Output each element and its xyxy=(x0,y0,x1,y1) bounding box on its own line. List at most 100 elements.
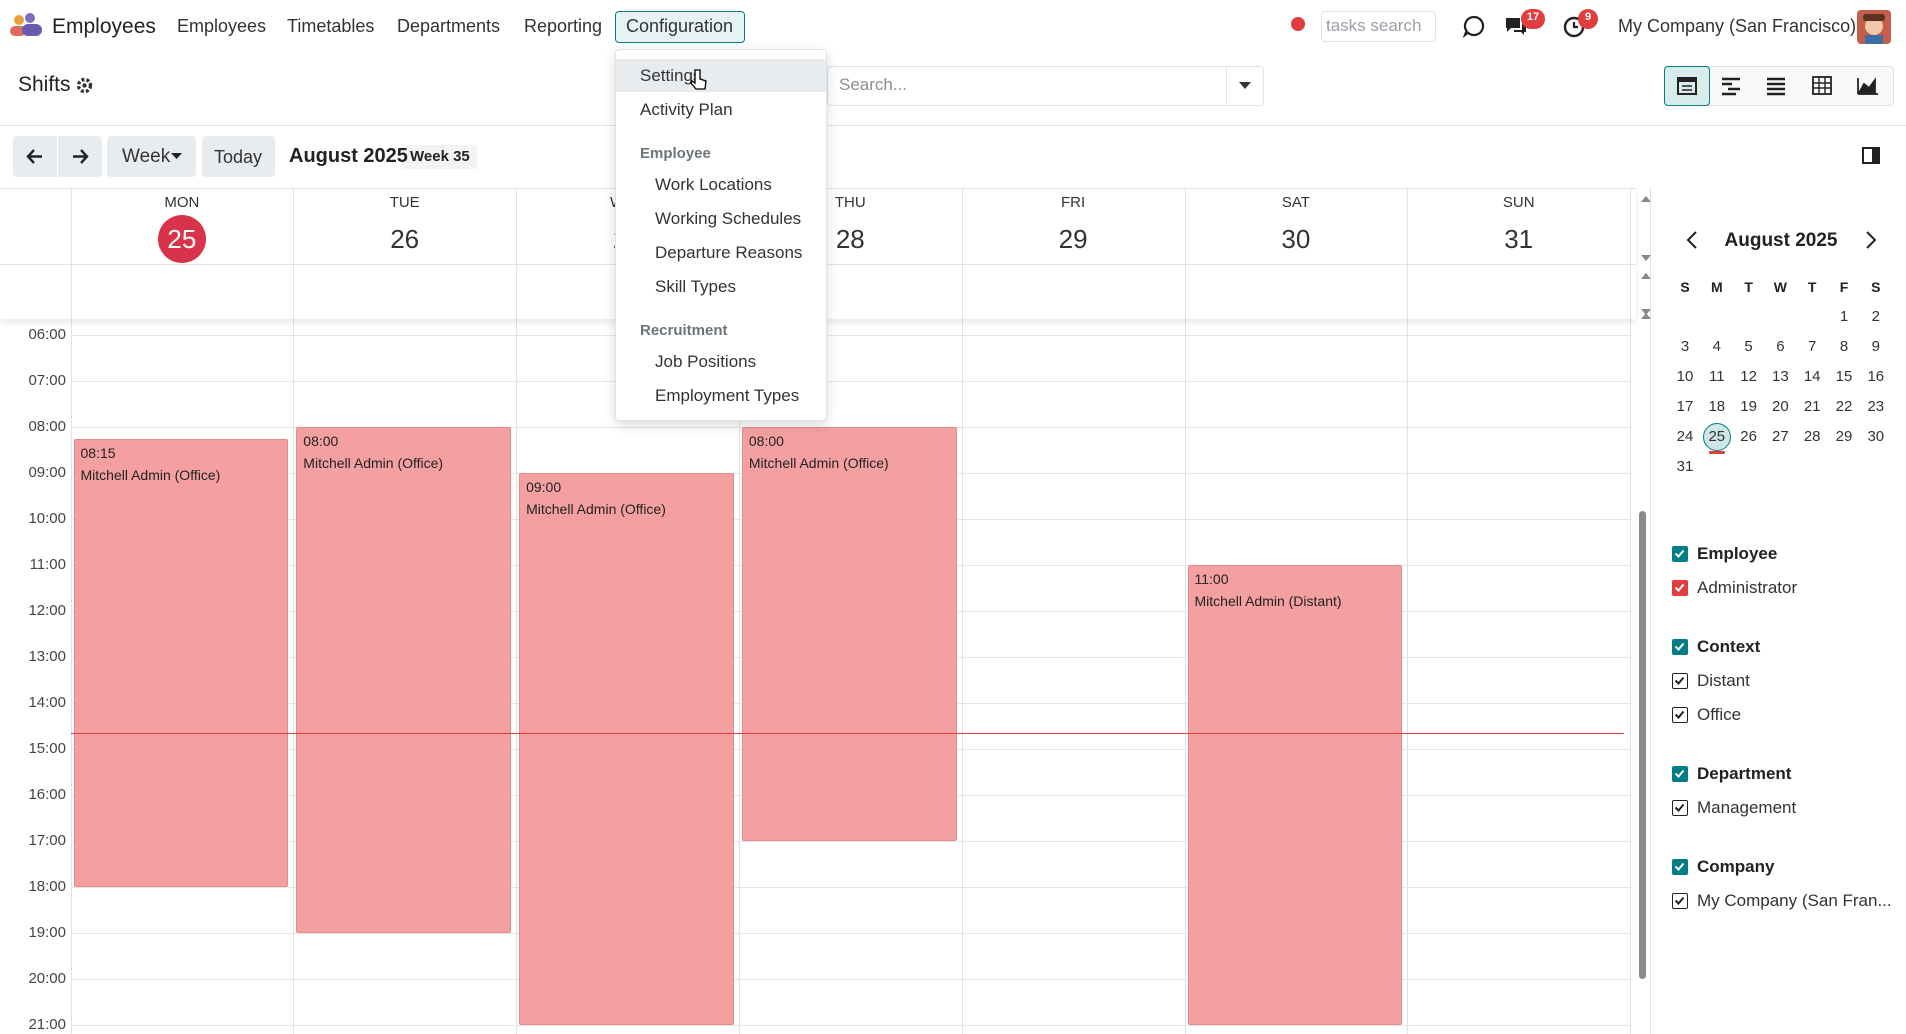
company-name[interactable]: My Company (San Francisco) xyxy=(1618,16,1857,36)
checkbox[interactable] xyxy=(1672,673,1688,689)
view-calendar-button[interactable] xyxy=(1664,66,1710,106)
mini-day[interactable]: 13 xyxy=(1772,367,1789,385)
today-label[interactable]: Today xyxy=(213,147,263,167)
day-number[interactable]: 31 xyxy=(1504,224,1534,254)
mini-day[interactable]: 6 xyxy=(1776,337,1785,355)
mini-day[interactable]: 18 xyxy=(1708,397,1726,415)
view-pivot-button[interactable] xyxy=(1800,66,1844,104)
day-number[interactable]: 26 xyxy=(390,224,420,254)
menu-item[interactable]: Employees xyxy=(177,16,267,36)
day-number[interactable]: 25 xyxy=(167,224,197,254)
mini-day[interactable]: 22 xyxy=(1835,397,1853,415)
tasks-search-box[interactable] xyxy=(1321,11,1436,42)
mini-day[interactable]: 19 xyxy=(1740,397,1757,415)
mini-day[interactable]: 23 xyxy=(1867,397,1885,415)
menu-entry[interactable]: Working Schedules xyxy=(655,209,802,228)
mini-day[interactable]: 15 xyxy=(1835,367,1853,385)
mini-prev[interactable] xyxy=(1684,230,1700,250)
shift-event[interactable]: 09:00 Mitchell Admin (Office) xyxy=(519,473,734,1026)
control-panel-border xyxy=(0,125,1906,126)
event-time: 08:00 xyxy=(748,433,784,450)
mini-day[interactable]: 28 xyxy=(1803,427,1821,445)
mini-day[interactable]: 20 xyxy=(1772,397,1789,415)
filter-item[interactable]: Administrator xyxy=(1697,578,1798,597)
hour-label: 09:00 xyxy=(28,464,66,482)
mini-day[interactable]: 31 xyxy=(1676,457,1694,475)
view-list-button[interactable] xyxy=(1754,66,1798,104)
hour-line xyxy=(70,887,1631,889)
mini-day[interactable]: 14 xyxy=(1803,367,1821,385)
sidebar-border xyxy=(1650,188,1651,1034)
day-number[interactable]: 28 xyxy=(835,224,865,254)
search-box[interactable] xyxy=(827,66,1264,106)
mini-day[interactable]: 16 xyxy=(1867,367,1885,385)
menu-item[interactable]: Timetables xyxy=(287,16,375,36)
next-button[interactable] xyxy=(58,136,102,177)
mini-day[interactable]: 3 xyxy=(1680,337,1690,355)
checkbox[interactable] xyxy=(1672,800,1688,816)
mini-day[interactable]: 24 xyxy=(1676,427,1694,445)
filter-item[interactable]: Distant xyxy=(1697,671,1750,690)
checkbox[interactable] xyxy=(1672,859,1688,875)
view-graph-button[interactable] xyxy=(1846,66,1890,104)
menu-entry[interactable]: Activity Plan xyxy=(640,100,733,119)
checkbox[interactable] xyxy=(1672,766,1688,782)
shift-event[interactable]: 11:00 Mitchell Admin (Distant) xyxy=(1187,565,1403,1026)
mini-day[interactable]: 26 xyxy=(1740,427,1757,445)
menu-item[interactable]: Configuration xyxy=(626,16,734,36)
search-toggle[interactable] xyxy=(1226,66,1263,104)
user-avatar[interactable] xyxy=(1857,10,1891,44)
today-circle xyxy=(157,215,206,263)
filter-item[interactable]: Office xyxy=(1697,705,1742,724)
mini-day[interactable]: 9 xyxy=(1871,337,1880,355)
settings-gear[interactable] xyxy=(76,77,93,94)
checkbox[interactable] xyxy=(1672,893,1688,909)
menu-item[interactable]: Departments xyxy=(397,16,501,36)
mini-day[interactable]: 29 xyxy=(1835,427,1853,445)
mini-day[interactable]: 8 xyxy=(1839,337,1849,355)
mini-day[interactable]: 5 xyxy=(1744,337,1753,355)
filter-item[interactable]: Management xyxy=(1697,798,1797,817)
checkbox[interactable] xyxy=(1672,546,1688,562)
activities-badge: 9 xyxy=(1584,11,1592,23)
mini-day[interactable]: 21 xyxy=(1803,397,1821,415)
menu-entry[interactable]: Work Locations xyxy=(655,175,772,194)
menu-entry[interactable]: Skill Types xyxy=(655,277,736,296)
discuss-icon[interactable] xyxy=(1462,14,1486,38)
today-button[interactable] xyxy=(202,136,275,177)
day-number[interactable]: 30 xyxy=(1281,224,1311,254)
scale-button[interactable] xyxy=(107,136,196,177)
shift-event[interactable]: 08:15 Mitchell Admin (Office) xyxy=(73,438,289,888)
filter-item[interactable]: My Company (San Fran... xyxy=(1697,891,1892,910)
sidebar-toggle[interactable] xyxy=(1861,146,1881,166)
mini-day[interactable]: 10 xyxy=(1676,367,1694,385)
mini-weekday: W xyxy=(1773,279,1787,295)
mini-next[interactable] xyxy=(1863,230,1879,250)
mini-day[interactable]: 17 xyxy=(1676,397,1694,415)
menu-entry[interactable]: Employment Types xyxy=(655,386,800,405)
day-number[interactable]: 29 xyxy=(1058,224,1088,254)
mini-day[interactable]: 30 xyxy=(1867,427,1885,445)
menu-item[interactable]: Reporting xyxy=(524,16,603,36)
menu-entry[interactable]: Departure Reasons xyxy=(655,243,803,262)
scale-label[interactable]: Week xyxy=(122,146,171,167)
mini-day[interactable]: 12 xyxy=(1740,367,1757,385)
checkbox[interactable] xyxy=(1672,639,1688,655)
mini-day[interactable]: 11 xyxy=(1709,367,1725,385)
menu-entry[interactable]: Job Positions xyxy=(655,352,757,371)
mini-day[interactable]: 2 xyxy=(1871,308,1880,325)
view-gantt-button[interactable] xyxy=(1709,66,1753,104)
mini-day[interactable]: 27 xyxy=(1772,427,1789,445)
mini-day[interactable]: 1 xyxy=(1839,308,1849,325)
shift-event[interactable]: 08:00 Mitchell Admin (Office) xyxy=(296,427,512,934)
menu-entry[interactable]: Settings xyxy=(640,66,702,85)
mini-day[interactable]: 7 xyxy=(1808,337,1817,355)
app-logo[interactable] xyxy=(8,12,46,42)
mini-day[interactable]: 25 xyxy=(1708,427,1726,445)
shift-event[interactable]: 08:00 Mitchell Admin (Office) xyxy=(741,427,957,842)
checkbox[interactable] xyxy=(1672,580,1688,596)
prev-button[interactable] xyxy=(13,136,57,177)
app-name[interactable]: Employees xyxy=(52,15,156,38)
mini-day[interactable]: 4 xyxy=(1712,337,1721,355)
checkbox[interactable] xyxy=(1672,707,1688,723)
